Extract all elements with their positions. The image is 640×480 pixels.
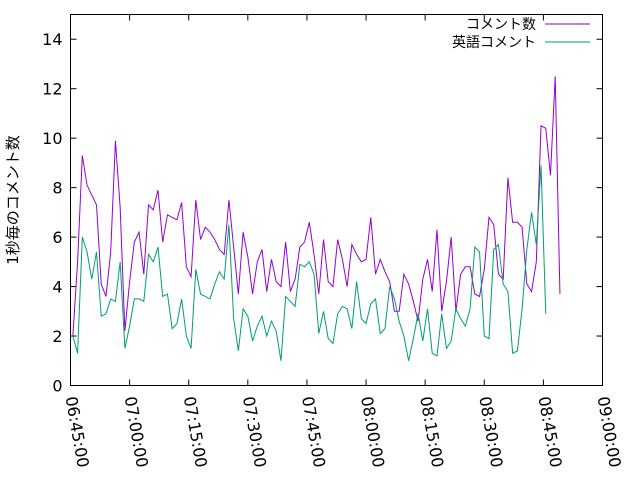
x-tick-label: 08:30:00	[475, 395, 506, 469]
series-layer	[72, 76, 561, 361]
y-tick-label: 8	[52, 179, 62, 198]
legend-label-2: 英語コメント	[452, 34, 536, 51]
x-tick-label: 07:30:00	[239, 395, 270, 469]
x-tick-label: 07:15:00	[180, 395, 211, 469]
y-tick-label: 10	[42, 129, 62, 148]
y-tick-label: 12	[42, 80, 62, 99]
series-line-1	[72, 76, 561, 337]
x-tick-label: 08:15:00	[416, 395, 447, 469]
x-tick-label: 08:00:00	[357, 395, 388, 469]
x-tick-label: 09:00:00	[594, 395, 625, 469]
y-axis-ticks: 0 2 4 6 8 10 12 14	[42, 30, 603, 396]
y-tick-label: 6	[52, 228, 62, 247]
x-tick-label: 07:45:00	[298, 395, 329, 469]
y-tick-label: 0	[52, 377, 62, 396]
y-tick-label: 14	[42, 30, 62, 49]
y-tick-label: 2	[52, 327, 62, 346]
x-tick-label: 07:00:00	[121, 395, 152, 469]
y-tick-label: 4	[52, 278, 62, 297]
y-axis-label: 1秒毎のコメント数	[4, 135, 22, 265]
x-tick-label: 06:45:00	[62, 395, 93, 469]
plot-area	[70, 14, 603, 386]
x-tick-label: 08:45:00	[534, 395, 565, 469]
plot-frame	[70, 14, 603, 386]
series-line-2	[72, 165, 547, 361]
legend-label-1: コメント数	[466, 17, 536, 33]
